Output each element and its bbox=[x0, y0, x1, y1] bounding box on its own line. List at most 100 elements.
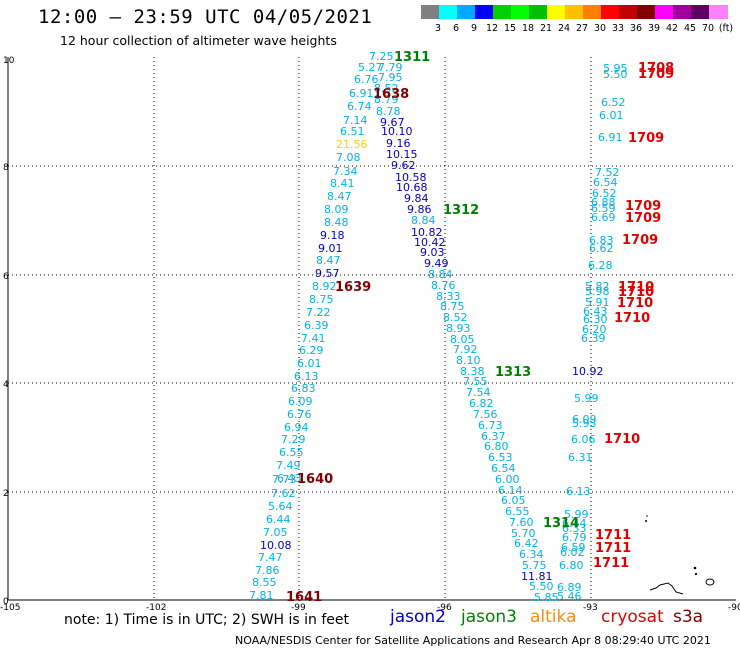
wave-height-label: 7.05 bbox=[263, 526, 288, 539]
wave-height-label: 6.83 bbox=[291, 382, 316, 395]
wave-height-label: 7.47 bbox=[258, 551, 283, 564]
pass-number-label: 1711 bbox=[593, 556, 629, 571]
pass-number-label: 1710 bbox=[604, 432, 640, 447]
wave-height-label: 6.59 bbox=[561, 541, 586, 554]
wave-height-label: 6.91 bbox=[349, 87, 374, 100]
wave-height-label: 6.74 bbox=[347, 100, 372, 113]
wave-height-label: 6.53 bbox=[488, 451, 513, 464]
x-tick-label: -90 bbox=[728, 603, 740, 613]
wave-height-label: 9.57 bbox=[315, 267, 340, 280]
pass-number-label: 1312 bbox=[443, 203, 479, 218]
x-tick-label: -93 bbox=[583, 603, 598, 613]
units-note: note: 1) Time is in UTC; 2) SWH is in fe… bbox=[64, 612, 350, 628]
wave-height-label: 8.09 bbox=[324, 203, 349, 216]
wave-height-label: 6.52 bbox=[592, 187, 617, 200]
wave-height-label: 9.49 bbox=[424, 257, 449, 270]
wave-height-label: 10.15 bbox=[386, 148, 418, 161]
wave-height-label: 10.68 bbox=[396, 181, 428, 194]
wave-height-label: 6.37 bbox=[481, 430, 506, 443]
wave-height-label: 6.88 bbox=[591, 196, 616, 209]
wave-height-label: 5.95 bbox=[603, 62, 628, 75]
wave-height-label: 8.84 bbox=[428, 268, 453, 281]
wave-height-label: 8.48 bbox=[324, 216, 349, 229]
wave-height-label: 6.13 bbox=[294, 370, 319, 383]
legend-swatch bbox=[565, 5, 584, 19]
wave-height-label: 6.94 bbox=[284, 421, 309, 434]
wave-height-label: 5.50 bbox=[529, 580, 554, 593]
pass-number-label: 1641 bbox=[286, 590, 322, 605]
wave-height-label: 6.42 bbox=[514, 537, 539, 550]
wave-height-label: 7.22 bbox=[306, 306, 331, 319]
wave-height-label: 7.79 bbox=[378, 61, 403, 74]
pass-number-label: 1711 bbox=[595, 528, 631, 543]
wave-height-label: 6.44 bbox=[562, 517, 587, 530]
legend-label: 27 bbox=[575, 23, 589, 34]
wave-height-label: 7.95 bbox=[378, 71, 403, 84]
x-tick-label: -96 bbox=[437, 603, 452, 613]
pass-number-label: 1638 bbox=[373, 87, 409, 102]
wave-height-label: 5.93 bbox=[572, 417, 597, 430]
wave-height-label: 5.99 bbox=[564, 508, 589, 521]
wave-height-label: 6.33 bbox=[562, 522, 587, 535]
wave-height-label: 8.05 bbox=[450, 333, 475, 346]
wave-height-label: 5.70 bbox=[511, 527, 536, 540]
wave-height-label: 5.98 bbox=[585, 285, 610, 298]
wave-height-values: 7.255.277.796.76 7.956.91 8.528.796.74 8.78… bbox=[249, 50, 628, 604]
legend-label: 9 bbox=[470, 23, 478, 34]
wave-height-label: 6.01 bbox=[599, 109, 624, 122]
wave-height-label: 6.51 bbox=[340, 125, 365, 138]
x-tick-label: -99 bbox=[291, 603, 306, 613]
wave-height-label: 9.67 bbox=[380, 116, 405, 129]
wave-height-label: 8.38 bbox=[460, 365, 485, 378]
wave-height-label: 5.99 bbox=[574, 392, 599, 405]
wave-height-label: 6.20 bbox=[582, 323, 607, 336]
wave-height-label: 5.91 bbox=[585, 296, 610, 309]
wave-height-label: 10.10 bbox=[381, 125, 413, 138]
wave-height-label: 6.29 bbox=[299, 344, 324, 357]
legend-swatch bbox=[691, 5, 710, 19]
wave-height-label: 6.82 bbox=[469, 397, 494, 410]
wave-height-label: 6.54 bbox=[491, 462, 516, 475]
legend-swatch bbox=[655, 5, 674, 19]
wave-height-label: 7.34 bbox=[333, 165, 358, 178]
wave-height-label: 10.82 bbox=[411, 226, 443, 239]
x-tick-label: -102 bbox=[146, 603, 166, 613]
wave-height-label: 7.41 bbox=[301, 332, 326, 345]
pass-number-label: 1709 bbox=[625, 211, 661, 226]
credit-footer: NOAA/NESDIS Center for Satellite Applica… bbox=[235, 634, 711, 647]
wave-height-label: 6.55 bbox=[279, 446, 304, 459]
pass-number-label: 1313 bbox=[495, 365, 531, 380]
satellite-label-s3a: s3a bbox=[673, 607, 704, 627]
legend-label: 45 bbox=[683, 23, 697, 34]
wave-height-label: 6.44 bbox=[266, 513, 291, 526]
legend-label: 36 bbox=[629, 23, 643, 34]
wave-height-label: 6.34 bbox=[519, 548, 544, 561]
pass-number-label: 1710 bbox=[618, 280, 654, 295]
wave-height-label: 6.55 bbox=[505, 505, 530, 518]
wave-height-label: 8.47 bbox=[327, 190, 352, 203]
wave-height-label: 7.60 bbox=[509, 516, 534, 529]
wave-height-label: 8.75 bbox=[309, 293, 334, 306]
legend-label: 39 bbox=[647, 23, 661, 34]
wave-height-label: 6.89 bbox=[557, 581, 582, 594]
axis-ticks: -105 -102 -99 -96 -93 -90 0 2 4 6 8 10 bbox=[0, 56, 740, 613]
wave-height-label: 6.91 bbox=[598, 131, 623, 144]
wave-height-label: 6.79 bbox=[562, 531, 587, 544]
legend-swatch bbox=[637, 5, 656, 19]
wave-height-label: 6.52 bbox=[601, 96, 626, 109]
wave-height-label: 6.83 bbox=[589, 234, 614, 247]
wave-height-label: 7.81 bbox=[249, 589, 274, 602]
wave-height-label: 6.31 bbox=[568, 451, 593, 464]
wave-height-label: 6.43 bbox=[583, 305, 608, 318]
legend-label: 3 bbox=[434, 23, 442, 34]
legend-label: 15 bbox=[503, 23, 517, 34]
wave-height-label: 7.92 bbox=[453, 343, 478, 356]
wave-height-label: 5.64 bbox=[268, 500, 293, 513]
wave-height-label: 10.42 bbox=[414, 236, 446, 249]
wave-height-label: 6.39 bbox=[581, 332, 606, 345]
legend-swatch bbox=[439, 5, 458, 19]
y-tick-label: 0 bbox=[3, 597, 9, 607]
pass-numbers: 1311163813121639131316401314164117081709… bbox=[286, 50, 674, 605]
wave-height-label: 8.78 bbox=[376, 105, 401, 118]
